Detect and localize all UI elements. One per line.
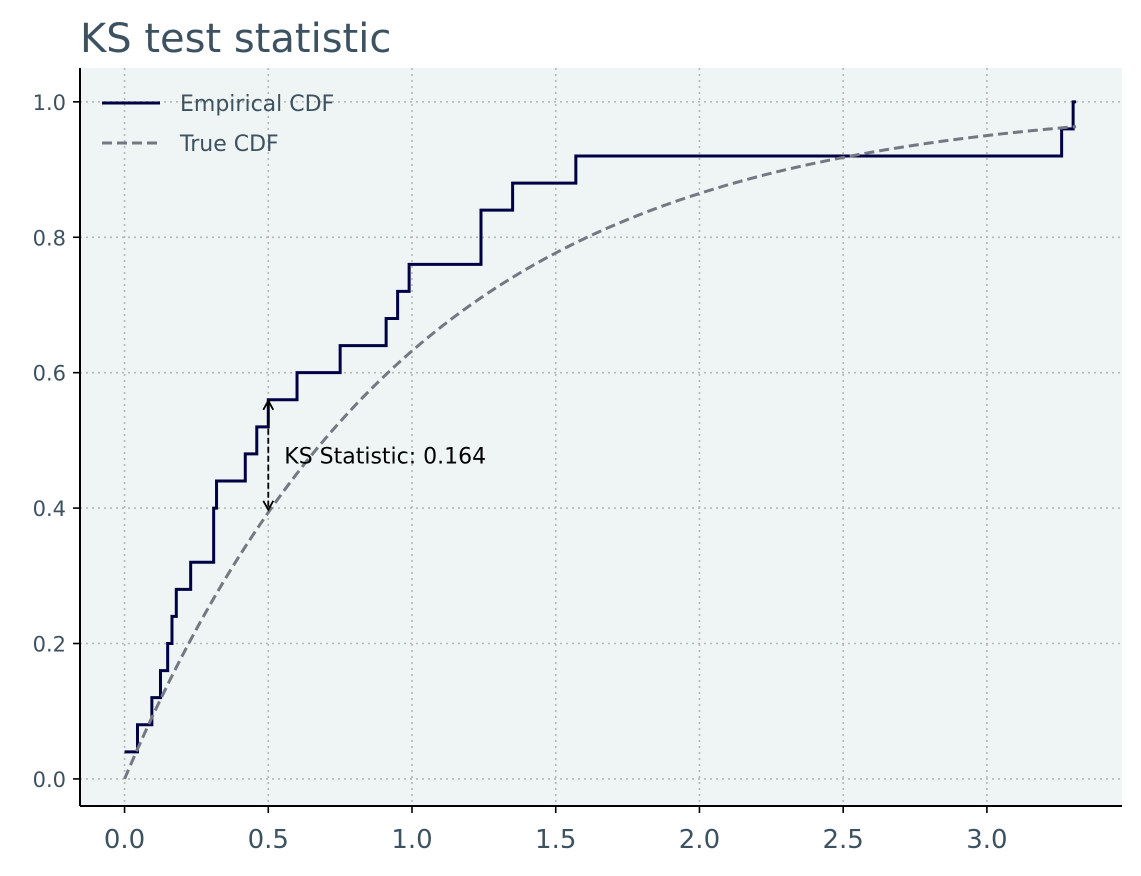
x-tick-label: 1.5 xyxy=(535,825,576,855)
x-tick-label: 1.0 xyxy=(391,825,432,855)
legend: Empirical CDF True CDF xyxy=(102,92,334,157)
y-tick-label: 1.0 xyxy=(33,91,66,115)
x-tick-label: 2.5 xyxy=(822,825,863,855)
legend-label-empirical: Empirical CDF xyxy=(180,92,334,117)
x-tick-label: 3.0 xyxy=(966,825,1007,855)
y-tick-label: 0.4 xyxy=(33,497,66,521)
y-tick-label: 0.6 xyxy=(33,362,66,386)
true-cdf-line xyxy=(123,125,1077,780)
axes xyxy=(79,68,1122,807)
x-axis-ticks: 0.0 0.5 1.0 1.5 2.0 2.5 3.0 xyxy=(104,806,1008,855)
legend-label-true: True CDF xyxy=(179,132,279,157)
ks-arrow-head-bottom xyxy=(262,500,275,512)
y-tick-label: 0.2 xyxy=(33,633,66,657)
plot-background xyxy=(80,68,1122,806)
series-layer xyxy=(123,100,1077,780)
empirical-cdf-line xyxy=(124,100,1077,754)
x-tick-label: 2.0 xyxy=(679,825,720,855)
x-tick-label: 0.0 xyxy=(104,825,145,855)
ks-annotation: KS Statistic: 0.164 xyxy=(262,398,486,512)
y-tick-label: 0.8 xyxy=(33,226,66,250)
chart-title: KS test statistic xyxy=(80,16,391,62)
ks-arrow-head-top xyxy=(262,398,275,411)
y-axis-ticks: 0.0 0.2 0.4 0.6 0.8 1.0 xyxy=(33,91,80,792)
y-tick-label: 0.0 xyxy=(33,768,66,792)
ks-annotation-label: KS Statistic: 0.164 xyxy=(284,444,486,469)
x-tick-label: 0.5 xyxy=(248,825,289,855)
